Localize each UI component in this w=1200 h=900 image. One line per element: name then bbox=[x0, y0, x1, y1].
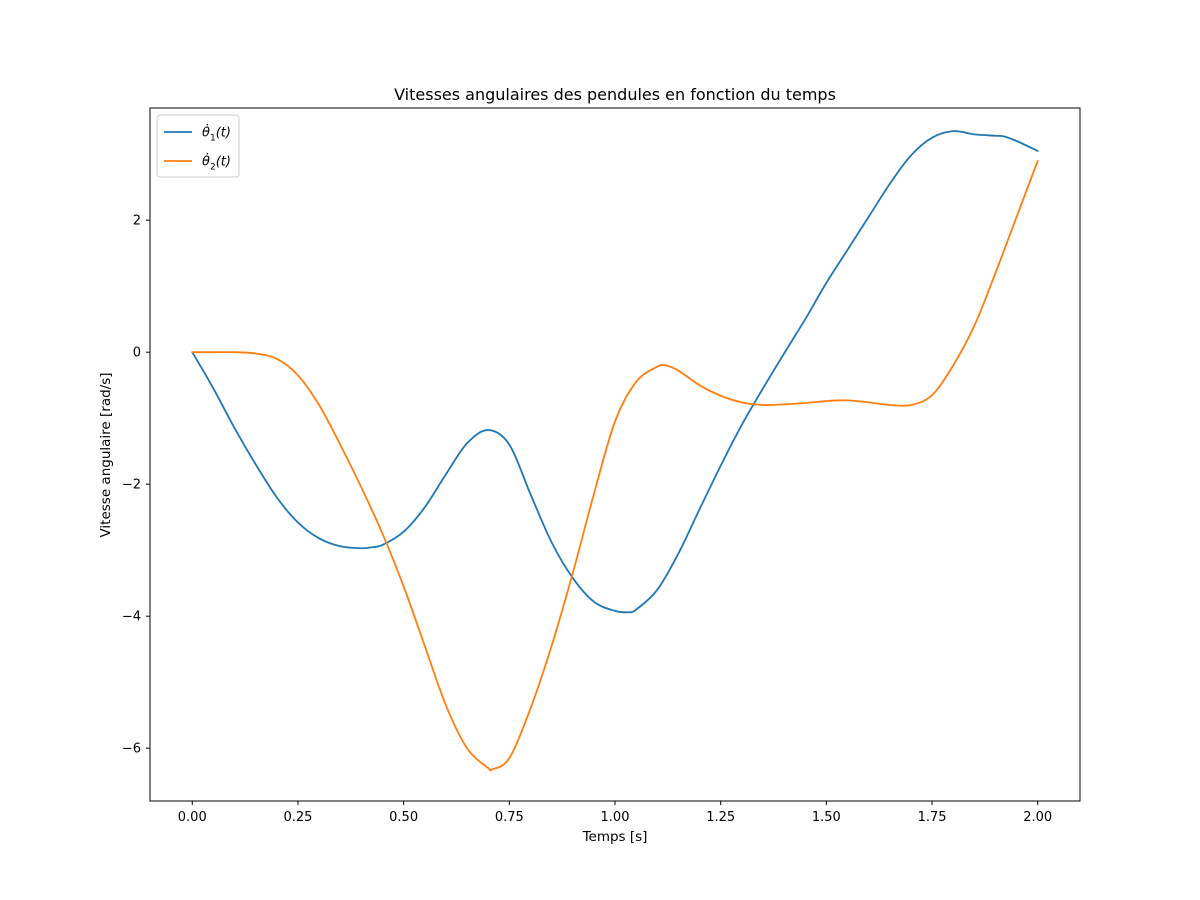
series-line-2 bbox=[191, 159, 1039, 772]
legend-label: θ̇2(t) bbox=[202, 153, 231, 172]
y-tick-label: −6 bbox=[122, 742, 141, 757]
legend-label: θ̇1(t) bbox=[202, 124, 231, 143]
x-tick-label: 0.75 bbox=[495, 810, 524, 825]
x-tick-label: 0.25 bbox=[283, 810, 312, 825]
chart-title: Vitesses angulaires des pendules en fonc… bbox=[394, 85, 836, 104]
y-axis: −6 −4 −2 0 2 bbox=[122, 214, 150, 757]
x-tick-label: 1.00 bbox=[601, 810, 630, 825]
series-line-1 bbox=[191, 130, 1039, 614]
x-tick-label: 0.50 bbox=[389, 810, 418, 825]
y-tick-label: 2 bbox=[133, 214, 141, 229]
y-axis-label: Vitesse angulaire [rad/s] bbox=[98, 372, 114, 537]
plot-frame bbox=[149, 107, 1081, 802]
legend: θ̇1(t) θ̇2(t) bbox=[156, 114, 240, 178]
x-tick-label: 0.00 bbox=[178, 810, 207, 825]
y-tick-label: −2 bbox=[122, 478, 141, 493]
x-tick-label: 2.00 bbox=[1023, 810, 1052, 825]
x-tick-label: 1.25 bbox=[706, 810, 735, 825]
x-axis: 0.00 0.25 0.50 0.75 1.00 1.25 1.50 1.75 2.00 bbox=[178, 801, 1052, 825]
x-tick-label: 1.75 bbox=[918, 810, 947, 825]
x-tick-label: 1.50 bbox=[812, 810, 841, 825]
x-axis-label: Temps [s] bbox=[582, 829, 648, 845]
y-tick-label: 0 bbox=[133, 346, 141, 361]
y-tick-label: −4 bbox=[122, 610, 141, 625]
plot-content bbox=[191, 130, 1039, 772]
